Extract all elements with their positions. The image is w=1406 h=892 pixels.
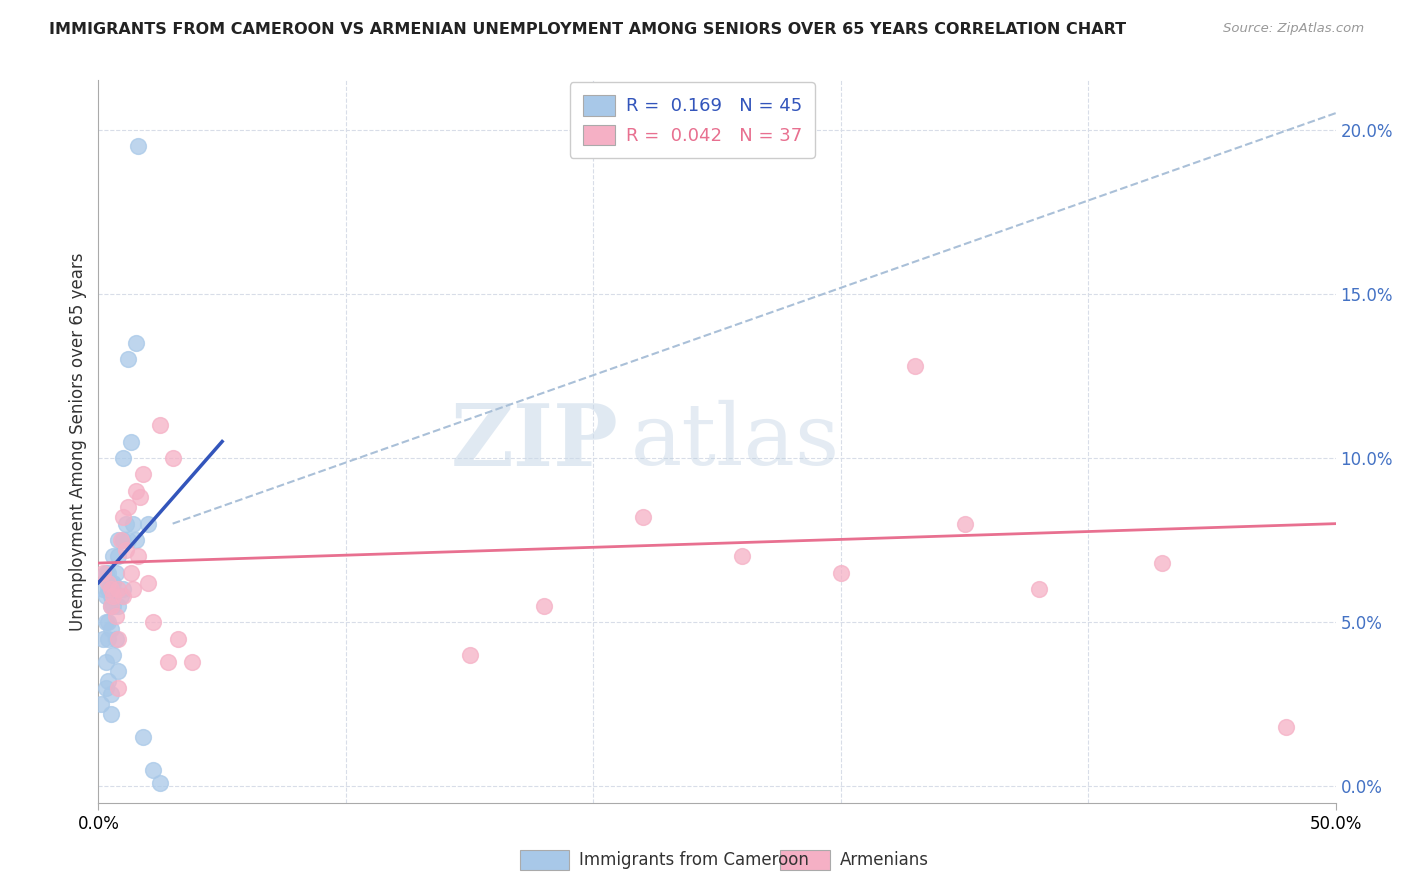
Point: [110, 589, 132, 603]
Point: [136, 516, 159, 531]
Point: [731, 549, 754, 564]
Point: [107, 681, 129, 695]
Point: [104, 566, 127, 580]
Point: [112, 589, 135, 603]
Point: [100, 599, 122, 613]
Point: [181, 655, 204, 669]
Point: [94, 655, 117, 669]
Point: [93, 632, 115, 646]
Point: [1275, 720, 1298, 734]
Point: [117, 500, 139, 515]
Point: [830, 566, 852, 580]
Point: [107, 549, 129, 564]
Point: [103, 599, 125, 613]
Point: [97, 674, 120, 689]
Point: [100, 589, 122, 603]
Point: [112, 450, 135, 465]
Point: [142, 615, 165, 630]
Point: [94, 589, 117, 603]
Point: [97, 566, 120, 580]
Point: [100, 687, 122, 701]
Point: [129, 491, 152, 505]
Point: [94, 615, 117, 630]
Point: [110, 533, 132, 547]
Point: [132, 730, 155, 744]
Text: Source: ZipAtlas.com: Source: ZipAtlas.com: [1223, 22, 1364, 36]
Point: [122, 582, 145, 597]
Point: [97, 575, 120, 590]
Point: [107, 665, 129, 679]
Point: [100, 582, 122, 597]
Point: [166, 632, 188, 646]
Point: [90, 698, 112, 712]
Y-axis label: Unemployment Among Seniors over 65 years: Unemployment Among Seniors over 65 years: [69, 252, 87, 631]
Point: [117, 352, 139, 367]
Point: [122, 516, 145, 531]
Point: [94, 681, 117, 695]
Point: [156, 655, 179, 669]
Point: [142, 763, 165, 777]
Point: [107, 582, 129, 597]
Point: [103, 549, 125, 564]
Point: [93, 582, 115, 597]
Point: [97, 615, 120, 630]
Point: [104, 608, 127, 623]
Point: [120, 566, 142, 580]
Point: [124, 533, 146, 547]
Point: [97, 632, 120, 646]
Point: [112, 533, 135, 547]
Point: [149, 418, 172, 433]
Point: [124, 483, 146, 498]
Point: [100, 622, 122, 636]
Point: [103, 648, 125, 662]
Point: [124, 336, 146, 351]
Text: ZIP: ZIP: [450, 400, 619, 483]
Point: [458, 648, 481, 662]
Point: [1152, 556, 1174, 570]
Point: [904, 359, 927, 373]
Text: IMMIGRANTS FROM CAMEROON VS ARMENIAN UNEMPLOYMENT AMONG SENIORS OVER 65 YEARS CO: IMMIGRANTS FROM CAMEROON VS ARMENIAN UNE…: [49, 22, 1126, 37]
Point: [103, 575, 125, 590]
Point: [107, 533, 129, 547]
Text: atlas: atlas: [630, 400, 839, 483]
Point: [97, 582, 120, 597]
Point: [94, 566, 117, 580]
Point: [100, 575, 122, 590]
Point: [162, 450, 184, 465]
Point: [93, 566, 115, 580]
Point: [100, 599, 122, 613]
Point: [114, 542, 136, 557]
Legend: R =  0.169   N = 45, R =  0.042   N = 37: R = 0.169 N = 45, R = 0.042 N = 37: [569, 82, 814, 158]
Point: [117, 533, 139, 547]
Point: [104, 632, 127, 646]
Point: [120, 434, 142, 449]
Point: [149, 776, 172, 790]
Point: [114, 516, 136, 531]
Point: [112, 510, 135, 524]
Point: [1028, 582, 1050, 597]
Point: [127, 549, 149, 564]
Point: [107, 632, 129, 646]
Point: [132, 467, 155, 482]
Text: Immigrants from Cameroon: Immigrants from Cameroon: [579, 851, 808, 869]
Point: [103, 589, 125, 603]
Point: [953, 516, 976, 531]
Point: [631, 510, 654, 524]
Point: [127, 139, 149, 153]
Point: [107, 599, 129, 613]
Text: Armenians: Armenians: [839, 851, 928, 869]
Point: [112, 582, 135, 597]
Point: [533, 599, 555, 613]
Point: [100, 707, 122, 722]
Point: [136, 575, 159, 590]
